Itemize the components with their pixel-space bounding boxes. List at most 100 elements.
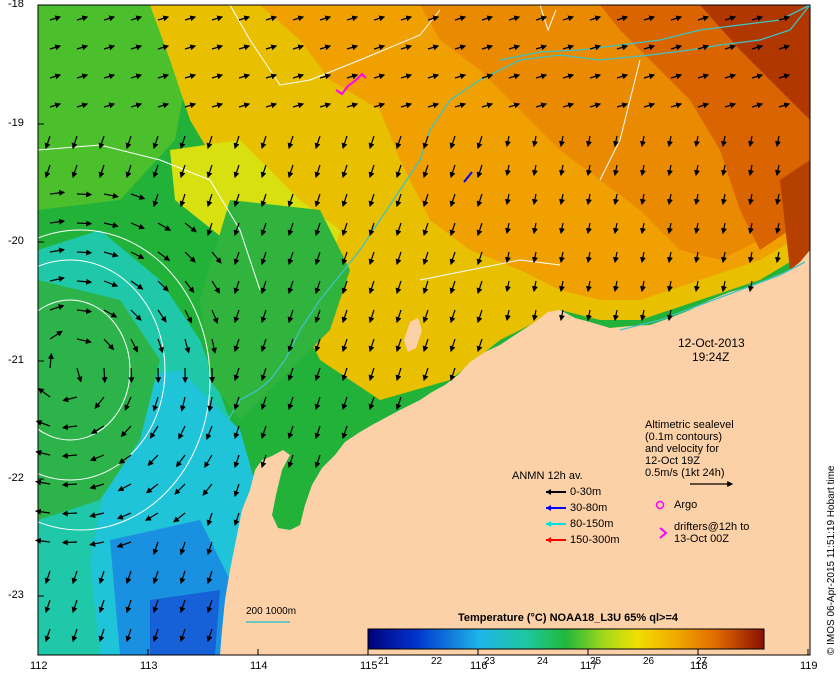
argo-track [335,72,367,96]
velocity-arrow [666,251,673,264]
colorbar-tick-label: 25 [590,656,602,667]
velocity-arrow [693,251,700,264]
isobath-coast [619,261,806,331]
velocity-arrow [233,193,240,208]
velocity-arrow [422,280,429,295]
velocity-arrow [422,251,429,266]
velocity-arrow [395,135,402,150]
velocity-arrow [368,396,375,411]
isobath-legend-label: 200 1000m [246,606,297,617]
velocity-arrow [157,280,169,292]
velocity-arrow [49,73,62,80]
velocity-arrow [287,425,294,440]
velocity-arrow [287,367,294,382]
velocity-arrow [427,15,440,22]
velocity-arrow [589,15,602,22]
velocity-arrow [287,222,294,237]
velocity-arrow [44,599,51,614]
velocity-arrow [211,280,221,294]
velocity-arrow [558,309,565,322]
velocity-arrow [287,251,294,266]
velocity-arrow [368,338,375,353]
velocity-arrow [157,15,170,22]
velocity-arrow [47,352,54,369]
velocity-arrow [531,309,538,322]
colorbar-tick-label: 23 [484,656,496,667]
lat-tick-label: -20 [8,235,24,247]
velocity-arrow [152,628,159,643]
velocity-arrow [211,338,217,354]
velocity-arrow [233,164,240,179]
velocity-arrow [49,189,66,196]
velocity-arrow [476,280,483,295]
velocity-arrow [157,338,164,354]
velocity-arrow [314,338,321,353]
velocity-arrow [76,308,93,315]
velocity-arrow [535,102,548,109]
velocity-arrow [125,135,132,150]
velocity-arrow [76,191,93,198]
velocity-arrow [175,454,186,468]
velocity-arrow [174,483,186,495]
velocity-arrow [454,102,467,109]
velocity-arrow [206,628,213,643]
velocity-arrow [612,280,619,293]
velocity-arrow [49,330,63,340]
velocity-arrow [233,280,240,295]
velocity-arrow [395,396,402,411]
velocity-arrow [508,102,521,109]
velocity-arrow [427,44,440,51]
velocity-arrow [233,251,240,266]
anmn-item-label: 150-300m [570,534,620,546]
velocity-arrow [535,44,548,51]
velocity-arrow [639,222,646,235]
velocity-arrow [693,222,700,235]
velocity-arrow [341,251,348,266]
velocity-arrow [76,44,89,51]
velocity-arrow [184,44,197,51]
velocity-arrow [184,280,195,294]
velocity-arrow [76,102,89,109]
velocity-arrow [49,102,62,109]
velocity-arrow [341,309,348,324]
velocity-arrow [612,251,619,264]
velocity-arrow [751,44,764,51]
colorbar-tick-label: 22 [431,656,443,667]
velocity-arrow [287,193,294,208]
lon-tick-label: 112 [30,660,48,672]
lon-tick-label: 118 [690,660,708,672]
velocity-arrow [454,15,467,22]
velocity-arrows [34,15,791,643]
anmn-mooring-arrow [463,171,473,183]
velocity-arrow [287,309,294,324]
velocity-arrow [206,512,213,527]
velocity-arrow [612,135,619,148]
velocity-arrow [292,15,305,22]
date-label: 12-Oct-2013 [678,336,745,350]
velocity-arrow [125,164,132,179]
velocity-arrow [720,280,727,293]
velocity-arrow [260,309,267,324]
velocity-arrow [184,309,193,324]
velocity-arrow [373,15,386,22]
velocity-arrow [720,164,727,177]
velocity-arrow [238,44,251,51]
time-label: 19:24Z [692,350,730,364]
velocity-arrow [368,193,375,208]
velocity-arrow [130,15,143,22]
altimetric-line: (0.1m contours) [645,431,723,443]
drifters-label-1: drifters@12h to [674,521,750,533]
lat-tick-label: -18 [8,0,24,10]
velocity-arrow [368,251,375,266]
velocity-arrow [184,251,196,263]
drifters-label-2: 13-Oct 00Z [674,533,730,545]
velocity-arrow [449,164,456,179]
velocity-arrow [117,483,132,492]
velocity-arrow [427,102,440,109]
velocity-arrow [211,15,224,22]
velocity-arrow [179,570,186,585]
velocity-arrow [76,220,93,227]
velocity-arrow [395,164,402,179]
velocity-arrow [612,222,619,235]
colorbar-tick-label: 21 [378,656,390,667]
